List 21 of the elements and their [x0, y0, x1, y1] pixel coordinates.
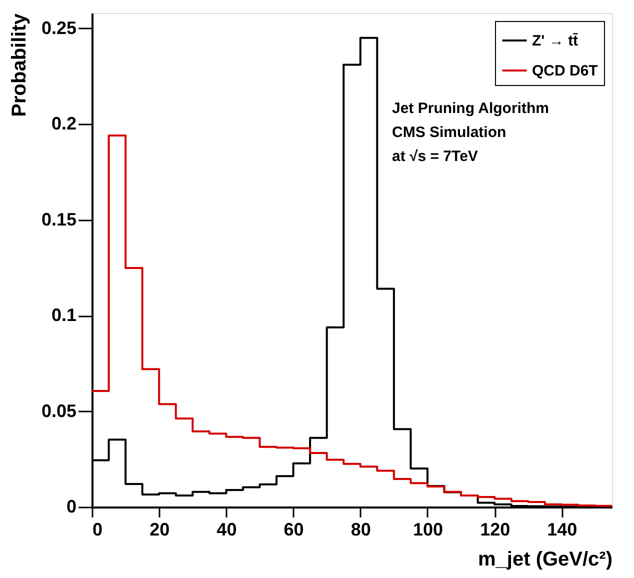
- y-tick-label: 0.25: [41, 18, 76, 38]
- annotation: CMS Simulation: [392, 124, 506, 141]
- x-tick-label: 140: [547, 520, 578, 540]
- y-tick-label: 0.1: [51, 305, 76, 326]
- annotation: at √s = 7TeV: [392, 148, 478, 165]
- x-tick-label: 20: [150, 520, 170, 540]
- x-axis-title: m_jet (GeV/c²): [478, 548, 612, 570]
- annotation: Jet Pruning Algorithm: [392, 100, 549, 117]
- x-tick-label: 60: [284, 520, 304, 540]
- x-tick-label: 0: [92, 520, 103, 540]
- y-tick-label: 0.2: [51, 114, 76, 134]
- x-tick-label: 80: [350, 520, 371, 540]
- x-tick-label: 120: [480, 520, 510, 540]
- y-tick-label: 0.15: [41, 209, 76, 230]
- y-tick-label: 0.05: [41, 400, 76, 421]
- y-tick-label: 0: [66, 496, 76, 516]
- legend-label: Z' → tt̄: [532, 32, 579, 50]
- x-tick-label: 100: [412, 520, 444, 540]
- y-axis-title: Probability: [8, 12, 30, 117]
- legend-label: QCD D6T: [532, 62, 598, 80]
- x-tick-label: 40: [216, 520, 237, 540]
